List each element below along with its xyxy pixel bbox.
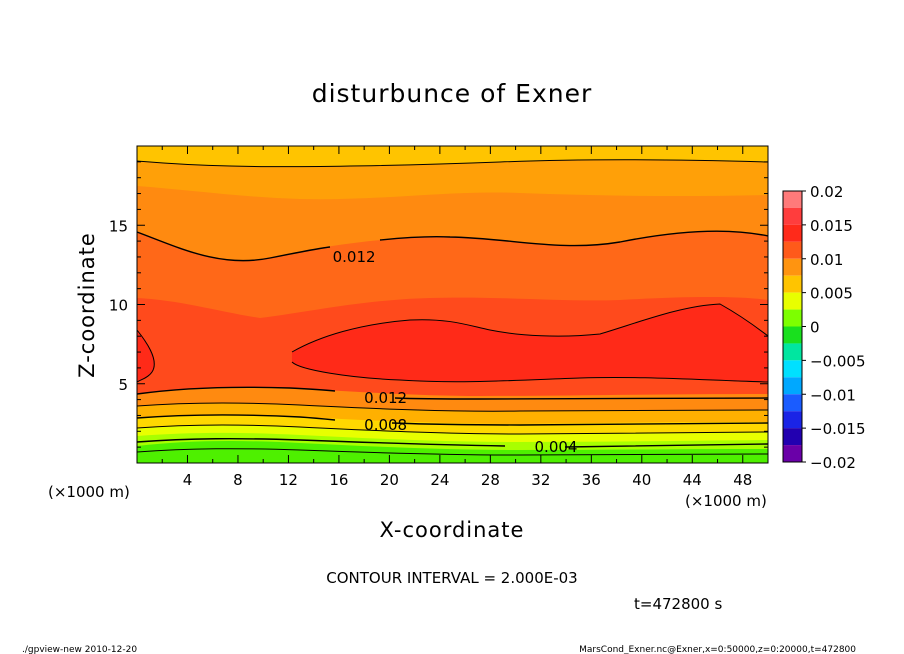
x-tick-label: 20 <box>380 471 399 489</box>
colorbar-tick-label: −0.01 <box>810 386 856 404</box>
colorbar-tick-label: 0 <box>810 319 820 337</box>
colorbar-swatch <box>783 309 802 327</box>
colorbar-swatch <box>783 377 802 395</box>
contour-line <box>137 386 768 400</box>
band-green <box>137 441 768 463</box>
colorbar-tick-label: −0.015 <box>810 420 866 438</box>
y-tick-label: 5 <box>118 376 128 394</box>
band-red-core <box>137 330 155 382</box>
x-axis-unit-left: (×1000 m) <box>48 483 130 501</box>
x-tick-label: 28 <box>481 471 500 489</box>
contour-line <box>137 414 768 426</box>
colorbar-swatch <box>783 445 802 462</box>
colorbar-swatch <box>783 241 802 259</box>
footer-left: ./gpview-new 2010-12-20 <box>22 645 137 654</box>
colorbar-frame <box>782 190 803 463</box>
x-tick-label: 24 <box>430 471 449 489</box>
band-red-center <box>292 304 768 382</box>
colorbar: 0.02 0.015 0.01 0.005 0 −0.005 −0.01 −0.015 −0.0… <box>783 183 866 472</box>
x-tick-label: 12 <box>279 471 298 489</box>
x-tick-label: 40 <box>632 471 651 489</box>
contour-interval-text: CONTOUR INTERVAL = 2.000E-03 <box>326 569 577 587</box>
colorbar-swatch <box>783 428 802 446</box>
y-tick-label: 10 <box>109 297 128 315</box>
chart-title: disturbunce of Exner <box>312 79 593 108</box>
colorbar-tick-label: 0.005 <box>810 285 853 303</box>
colorbar-swatch <box>783 394 802 412</box>
contour-line <box>137 159 768 168</box>
y-tick-label: 15 <box>109 217 128 235</box>
contour-line <box>291 303 768 353</box>
x-tick-label: 36 <box>582 471 601 489</box>
x-axis-unit-right: (×1000 m) <box>685 492 767 510</box>
band-orange-light <box>137 146 768 167</box>
colorbar-swatch <box>783 292 802 310</box>
x-tick-label: 8 <box>233 471 243 489</box>
colorbar-swatch <box>783 360 802 378</box>
colorbar-swatch <box>783 258 802 276</box>
contour-lines <box>137 159 768 456</box>
colorbar-tick-label: −0.02 <box>810 454 856 472</box>
contour-field: 0.012 0.012 0.008 0.004 <box>137 146 768 463</box>
colorbar-tick-label: 0.02 <box>810 183 843 201</box>
y-axis-label: Z-coordinate <box>75 232 99 378</box>
contour-line <box>137 424 768 435</box>
contour-line <box>137 402 768 412</box>
x-axis-label: X-coordinate <box>380 518 525 542</box>
colorbar-swatch <box>783 191 802 208</box>
colorbar-swatch <box>783 224 802 242</box>
colorbar-tick-label: 0.01 <box>810 251 843 269</box>
x-tick-label: 32 <box>531 471 550 489</box>
time-stamp: t=472800 s <box>634 595 722 613</box>
colorbar-tick-label: −0.005 <box>810 352 866 370</box>
contour-line <box>137 448 768 456</box>
colorbar-swatch <box>783 275 802 293</box>
contour-line <box>291 361 768 383</box>
contour-labels: 0.012 0.012 0.008 0.004 <box>333 248 578 456</box>
contour-label: 0.012 <box>333 248 376 266</box>
x-tick-label: 16 <box>329 471 348 489</box>
y-axis: 5 10 15 <box>109 161 768 448</box>
x-tick-label: 48 <box>733 471 752 489</box>
x-tick-label: 4 <box>183 471 193 489</box>
contour-line <box>137 230 768 262</box>
contour-label: 0.012 <box>364 389 407 407</box>
footer-right: MarsCond_Exner.nc@Exner,x=0:50000,z=0:20… <box>579 645 856 654</box>
x-axis: 4 8 12 16 20 24 28 32 36 40 44 48 <box>161 146 752 489</box>
colorbar-swatch <box>783 343 802 361</box>
colorbar-swatch <box>783 326 802 344</box>
x-tick-label: 44 <box>683 471 702 489</box>
colorbar-swatch <box>783 411 802 429</box>
contour-line <box>137 329 155 383</box>
contour-line <box>137 437 768 448</box>
contour-label: 0.004 <box>535 438 578 456</box>
contour-label: 0.008 <box>364 416 407 434</box>
colorbar-tick-label: 0.015 <box>810 217 853 235</box>
colorbar-swatch <box>783 207 802 225</box>
